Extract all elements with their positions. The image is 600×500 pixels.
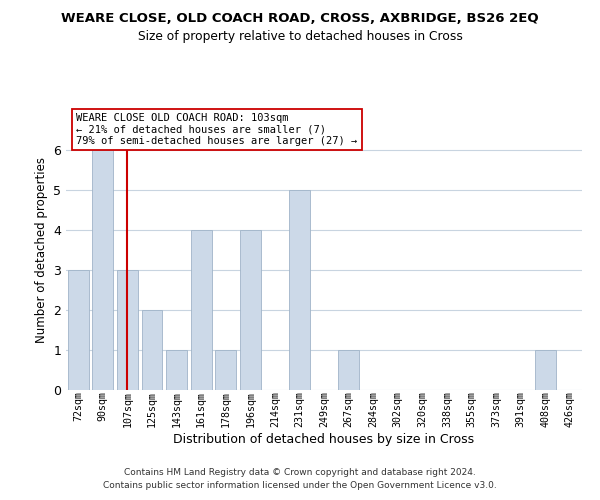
Text: Size of property relative to detached houses in Cross: Size of property relative to detached ho… (137, 30, 463, 43)
Bar (68, 270, 89, 390)
Bar (338, 350, 359, 390)
Bar (191, 230, 212, 390)
Bar (166, 350, 187, 390)
Text: WEARE CLOSE, OLD COACH ROAD, CROSS, AXBRIDGE, BS26 2EQ: WEARE CLOSE, OLD COACH ROAD, CROSS, AXBR… (61, 12, 539, 26)
Text: Contains HM Land Registry data © Crown copyright and database right 2024.: Contains HM Land Registry data © Crown c… (124, 468, 476, 477)
Y-axis label: Number of detached properties: Number of detached properties (35, 157, 47, 343)
Bar (142, 310, 163, 390)
Bar (289, 190, 310, 390)
Bar (215, 350, 236, 390)
Bar (240, 230, 261, 390)
Bar (535, 350, 556, 390)
Text: Contains public sector information licensed under the Open Government Licence v3: Contains public sector information licen… (103, 482, 497, 490)
Bar (117, 270, 138, 390)
Bar (92, 150, 113, 390)
Text: WEARE CLOSE OLD COACH ROAD: 103sqm
← 21% of detached houses are smaller (7)
79% : WEARE CLOSE OLD COACH ROAD: 103sqm ← 21%… (76, 113, 358, 146)
X-axis label: Distribution of detached houses by size in Cross: Distribution of detached houses by size … (173, 433, 475, 446)
